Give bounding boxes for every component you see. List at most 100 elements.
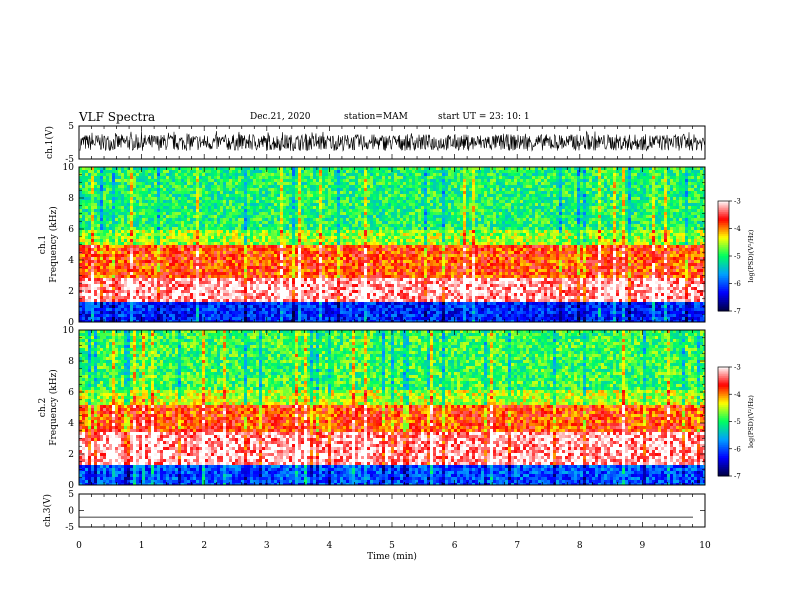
spectrogram-cell: [247, 245, 250, 248]
spectrogram-cell: [304, 272, 307, 275]
spectrogram-cell: [163, 317, 166, 320]
spectrogram-cell: [130, 257, 133, 260]
spectrogram-cell: [331, 320, 334, 322]
spectrogram-cell: [241, 302, 244, 305]
spectrogram-cell: [286, 215, 289, 218]
spectrogram-cell: [274, 278, 277, 281]
spectrogram-cell: [166, 311, 169, 314]
spectrogram-cell: [97, 272, 100, 275]
spectrogram-cell: [352, 215, 355, 218]
spectrogram-cell: [145, 290, 148, 293]
spectrogram-cell: [148, 203, 151, 206]
spectrogram-cell: [313, 311, 316, 314]
spectrogram-cell: [352, 197, 355, 200]
spectrogram-cell: [79, 194, 82, 197]
spectrogram-cell: [178, 206, 181, 209]
spectrogram-cell: [208, 320, 211, 322]
spectrogram-cell: [220, 308, 223, 311]
spectrogram-cell: [85, 257, 88, 260]
spectrogram-cell: [202, 230, 205, 233]
spectrogram-cell: [148, 254, 151, 257]
spectrogram-cell: [172, 221, 175, 224]
spectrogram-cell: [202, 218, 205, 221]
spectrogram-cell: [256, 296, 259, 299]
spectrogram-cell: [253, 203, 256, 206]
spectrogram-cell: [334, 203, 337, 206]
spectrogram-cell: [223, 251, 226, 254]
spectrogram-cell: [103, 191, 106, 194]
spectrogram-cell: [124, 269, 127, 272]
spectrogram-cell: [247, 248, 250, 251]
spectrogram-cell: [94, 242, 97, 245]
spectrogram-cell: [142, 209, 145, 212]
spectrogram-cell: [247, 203, 250, 206]
spectrogram-cell: [166, 185, 169, 188]
spectrogram-cell: [328, 257, 331, 260]
spectrogram-cell: [265, 293, 268, 296]
spectrogram-cell: [319, 317, 322, 320]
spectrogram-cell: [85, 203, 88, 206]
spectrogram-cell: [286, 290, 289, 293]
spectrogram-cell: [142, 236, 145, 239]
spectrogram-cell: [310, 236, 313, 239]
spectrogram-cell: [160, 260, 163, 263]
spectrogram-cell: [241, 284, 244, 287]
spectrogram-cell: [160, 293, 163, 296]
spectrogram-cell: [109, 200, 112, 203]
spectrogram-cell: [109, 248, 112, 251]
spectrogram-cell: [178, 209, 181, 212]
spectrogram-cell: [289, 284, 292, 287]
spectrogram-cell: [121, 305, 124, 308]
spectrogram-cell: [97, 266, 100, 269]
spectrogram-cell: [259, 194, 262, 197]
spectrogram-cell: [316, 218, 319, 221]
spectrogram-cell: [313, 248, 316, 251]
spectrogram-cell: [244, 170, 247, 173]
spectrogram-cell: [340, 182, 343, 185]
spectrogram-cell: [121, 242, 124, 245]
spectrogram-cell: [205, 239, 208, 242]
spectrogram-cell: [205, 230, 208, 233]
spectrogram-cell: [265, 233, 268, 236]
spectrogram-cell: [94, 215, 97, 218]
spectrogram-cell: [151, 185, 154, 188]
spectrogram-cell: [160, 218, 163, 221]
spectrogram-cell: [343, 287, 346, 290]
spectrogram-cell: [229, 245, 232, 248]
spectrogram-cell: [202, 245, 205, 248]
spectrogram-cell: [205, 173, 208, 176]
spectrogram-cell: [160, 251, 163, 254]
spectrogram-cell: [97, 263, 100, 266]
spectrogram-cell: [97, 290, 100, 293]
spectrogram-cell: [136, 224, 139, 227]
spectrogram-cell: [91, 230, 94, 233]
spectrogram-cell: [325, 272, 328, 275]
spectrogram-cell: [82, 191, 85, 194]
spectrogram-cell: [127, 194, 130, 197]
spectrogram-cell: [238, 182, 241, 185]
spectrogram-cell: [157, 200, 160, 203]
spectrogram-cell: [181, 284, 184, 287]
spectrogram-cell: [166, 257, 169, 260]
spectrogram-cell: [136, 173, 139, 176]
spectrogram-cell: [151, 314, 154, 317]
spectrogram-cell: [331, 203, 334, 206]
spectrogram-cell: [349, 284, 352, 287]
spectrogram-cell: [322, 188, 325, 191]
spectrogram-cell: [154, 218, 157, 221]
spectrogram-cell: [133, 266, 136, 269]
spectrogram-cell: [163, 167, 166, 170]
spectrogram-cell: [79, 269, 82, 272]
spectrogram-cell: [151, 299, 154, 302]
spectrogram-cell: [253, 179, 256, 182]
spectrogram-cell: [94, 305, 97, 308]
spectrogram-cell: [172, 284, 175, 287]
spectrogram-cell: [319, 236, 322, 239]
spectrogram-cell: [265, 218, 268, 221]
spectrogram-cell: [313, 206, 316, 209]
spectrogram-cell: [331, 242, 334, 245]
spectrogram-cell: [271, 197, 274, 200]
spectrogram-cell: [127, 239, 130, 242]
spectrogram-cell: [202, 299, 205, 302]
spectrogram-cell: [97, 224, 100, 227]
